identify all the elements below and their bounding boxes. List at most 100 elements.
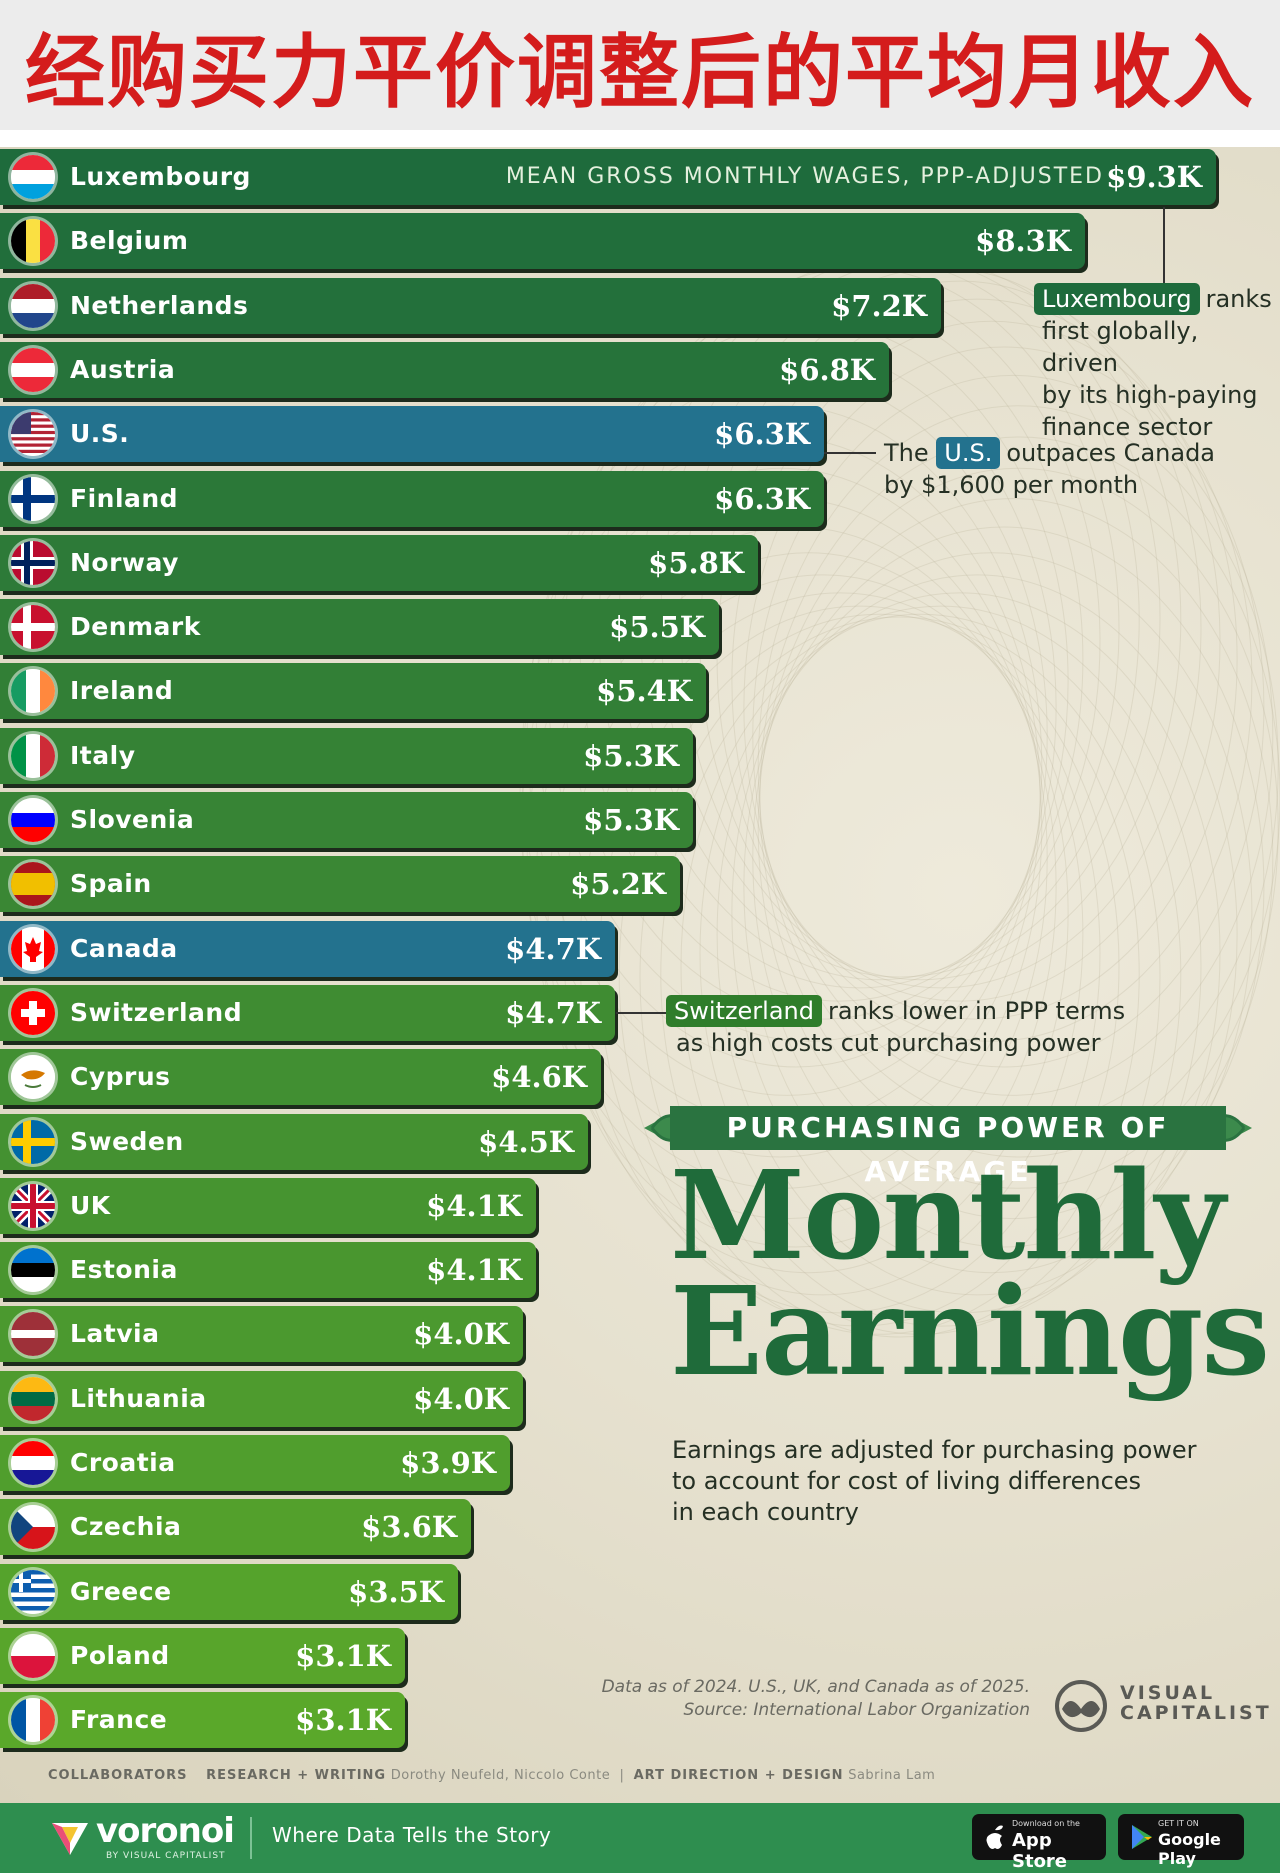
- country-label: Slovenia: [70, 805, 195, 834]
- value-label: $4.5K: [478, 1124, 574, 1159]
- flag-icon: [11, 733, 55, 778]
- bar-slovenia: Slovenia $5.3K: [0, 792, 693, 848]
- country-label: Sweden: [70, 1126, 184, 1156]
- value-label: $4.0K: [413, 1381, 509, 1416]
- country-label: Lithuania: [70, 1383, 207, 1413]
- headline-banner: PURCHASING POWER OF AVERAGE: [640, 1106, 1256, 1188]
- value-label: $8.3K: [975, 224, 1071, 259]
- bar-belgium: Belgium $8.3K: [0, 213, 1085, 270]
- flag-icon: [11, 155, 55, 199]
- flag-icon: [11, 1633, 55, 1678]
- bar-lithuania: Lithuania $4.0K: [0, 1370, 523, 1427]
- chart-subtitle: MEAN GROSS MONTHLY WAGES, PPP-ADJUSTED: [505, 164, 1104, 189]
- value-label: $6.3K: [714, 481, 810, 516]
- switzerland-connector: [616, 1012, 666, 1014]
- country-label: Canada: [70, 933, 178, 963]
- country-label: Croatia: [70, 1448, 176, 1477]
- headline-title: Monthly Earnings: [670, 1143, 1270, 1403]
- apple-icon: [986, 1825, 1003, 1849]
- value-label: $3.9K: [400, 1446, 496, 1480]
- flag-icon: [11, 1569, 55, 1614]
- bar-czechia: Czechia $3.6K: [0, 1499, 471, 1556]
- flag-icon: [11, 1119, 55, 1164]
- flag-icon: [11, 862, 55, 907]
- flag-icon: [11, 798, 55, 842]
- flag-icon: [11, 1312, 55, 1357]
- flag-icon: [11, 1505, 55, 1550]
- country-label: Switzerland: [70, 997, 243, 1027]
- flag-icon: [11, 476, 55, 521]
- bar-norway: Norway $5.8K: [0, 534, 758, 591]
- us-annotation: The U.S. outpaces Canada by $1,600 per mo…: [884, 437, 1216, 499]
- value-label: $4.6K: [491, 1060, 587, 1095]
- footer: voronoi BY VISUAL CAPITALIST Where Data …: [0, 1803, 1280, 1873]
- bar-italy: Italy $5.3K: [0, 727, 693, 784]
- country-label: Cyprus: [70, 1062, 171, 1092]
- bar-finland: Finland $6.3K: [0, 470, 824, 527]
- value-label: $5.8K: [648, 545, 744, 580]
- voronoi-logo-icon[interactable]: [50, 1817, 90, 1857]
- value-label: $5.4K: [596, 674, 692, 709]
- vc-mark-icon: [1055, 1680, 1107, 1732]
- country-label: Denmark: [70, 612, 201, 642]
- country-label: UK: [70, 1190, 111, 1220]
- infographic: Luxembourg MEAN GROSS MONTHLY WAGES, PPP-…: [0, 147, 1280, 1803]
- app-store-button[interactable]: Download on the App Store: [972, 1814, 1106, 1872]
- value-label: $4.7K: [505, 995, 601, 1030]
- source-note: Data as of 2024. U.S., UK, and Canada as…: [601, 1677, 1030, 1720]
- bar-denmark: Denmark $5.5K: [0, 599, 719, 656]
- value-label: $6.3K: [714, 417, 810, 452]
- voronoi-wordmark[interactable]: voronoi: [96, 1811, 235, 1851]
- flag-icon: [11, 412, 55, 457]
- page-header: 经购买力平价调整后的平均月收入: [0, 0, 1280, 130]
- bar-croatia: Croatia $3.9K: [0, 1435, 510, 1491]
- country-label: France: [70, 1705, 168, 1735]
- flag-icon: [11, 1055, 55, 1100]
- value-label: $5.2K: [570, 867, 666, 902]
- switzerland-tag: Switzerland: [666, 995, 822, 1027]
- value-label: $7.2K: [831, 288, 927, 323]
- bar-poland: Poland $3.1K: [0, 1627, 405, 1684]
- bar-spain: Spain $5.2K: [0, 856, 680, 913]
- luxembourg-tag: Luxembourg: [1034, 283, 1200, 315]
- google-play-button[interactable]: GET IT ON Google Play: [1118, 1814, 1244, 1868]
- country-label: Greece: [70, 1576, 172, 1606]
- flag-icon: [11, 219, 55, 264]
- value-label: $4.7K: [505, 931, 601, 966]
- flag-icon: [11, 926, 55, 971]
- us-tag: U.S.: [936, 437, 1001, 469]
- value-label: $5.3K: [583, 738, 679, 773]
- country-label: Estonia: [70, 1255, 178, 1285]
- bar-switzerland: Switzerland $4.7K: [0, 984, 615, 1041]
- bar-greece: Greece $3.5K: [0, 1563, 458, 1620]
- flag-icon: [11, 669, 55, 714]
- flag-icon: [11, 1441, 55, 1485]
- luxembourg-connector: [1163, 207, 1165, 287]
- bar-luxembourg: Luxembourg MEAN GROSS MONTHLY WAGES, PPP-…: [0, 149, 1216, 205]
- value-label: $5.5K: [609, 610, 705, 645]
- country-label: Ireland: [70, 676, 174, 706]
- bar-sweden: Sweden $4.5K: [0, 1113, 588, 1170]
- description: Earnings are adjusted for purchasing pow…: [672, 1436, 1197, 1526]
- visual-capitalist-logo: VISUAL CAPITALIST: [1048, 1677, 1269, 1737]
- country-label: Norway: [70, 547, 179, 577]
- bar-ireland: Ireland $5.4K: [0, 663, 706, 720]
- country-label: U.S.: [70, 419, 130, 449]
- country-label: Latvia: [70, 1319, 160, 1349]
- flag-icon: [11, 990, 55, 1035]
- country-label: Finland: [70, 483, 179, 513]
- value-label: $5.3K: [583, 803, 679, 837]
- switzerland-annotation: Switzerland ranks lower in PPP terms as h…: [666, 995, 1266, 1059]
- flag-icon: [11, 605, 55, 650]
- bar-estonia: Estonia $4.1K: [0, 1242, 536, 1299]
- page-title: 经购买力平价调整后的平均月收入: [25, 26, 1255, 119]
- credits: COLLABORATORS RESEARCH + WRITING Dorothy…: [48, 1768, 936, 1783]
- value-label: $4.0K: [413, 1317, 509, 1352]
- value-label: $3.6K: [361, 1510, 457, 1545]
- country-label: Austria: [70, 354, 176, 384]
- flag-icon: [11, 1183, 55, 1228]
- bar-cyprus: Cyprus $4.6K: [0, 1049, 601, 1106]
- flag-icon: [11, 1248, 55, 1293]
- value-label: $6.8K: [779, 352, 875, 387]
